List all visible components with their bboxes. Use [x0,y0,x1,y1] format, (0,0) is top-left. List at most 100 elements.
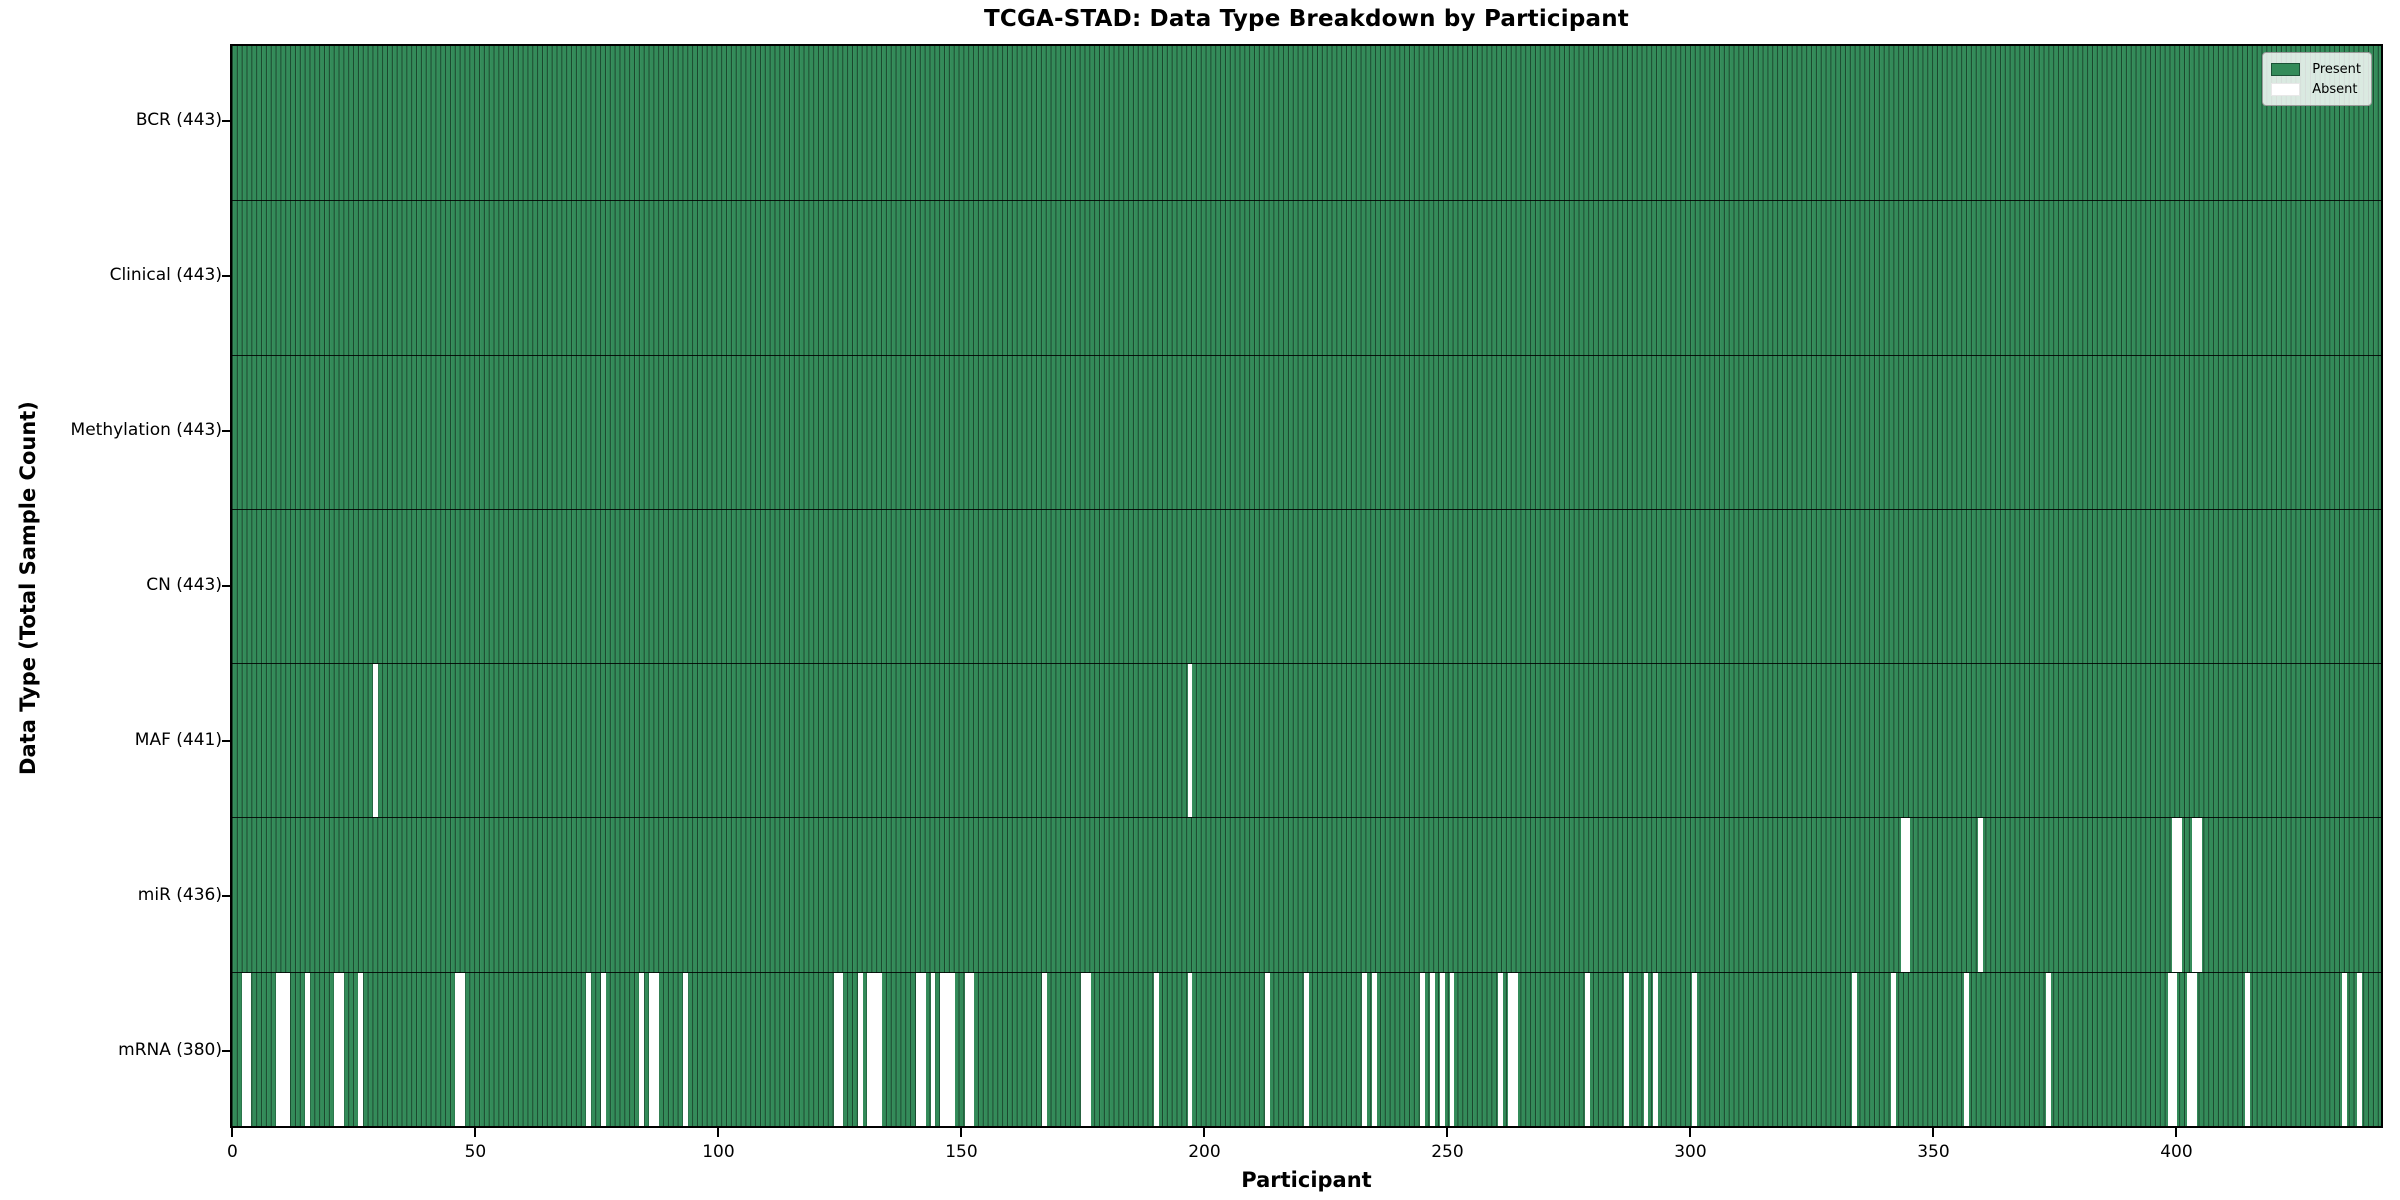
row-CN [232,508,2381,664]
legend-swatch-present [2271,62,2301,76]
absent-gap-mRNA-291 [1643,972,1649,1126]
absent-gap-mRNA-245 [1420,972,1426,1126]
absent-gap-mRNA-175 [1080,972,1086,1126]
y-tick-label-Methylation: Methylation (443) [70,420,222,441]
absent-gap-mRNA-26 [358,972,363,1126]
absent-gap-mRNA-11 [285,972,291,1126]
absent-gap-mRNA-235 [1371,972,1377,1126]
x-tick-mark [474,1128,477,1137]
absent-gap-mRNA-47 [459,972,465,1126]
absent-gap-mRNA-249 [1439,972,1445,1126]
x-tick-label-0: 0 [227,1142,238,1162]
x-tick-label-300: 300 [1674,1142,1707,1162]
absent-gap-mRNA-404 [2191,972,2197,1126]
absent-gap-mRNA-374 [2046,972,2052,1126]
absent-gap-mRNA-279 [1585,972,1591,1126]
absent-gap-mRNA-176 [1085,972,1091,1126]
absent-gap-mRNA-147 [945,972,950,1126]
absent-gap-mRNA-197 [1187,972,1193,1126]
x-tick-mark [2175,1128,2178,1137]
x-tick-label-50: 50 [464,1142,487,1162]
absent-gap-mRNA-3 [246,972,252,1126]
absent-gap-mRNA-342 [1891,972,1896,1126]
x-tick-mark [1689,1128,1692,1137]
x-tick-label-100: 100 [702,1142,735,1162]
absent-gap-mRNA-334 [1852,972,1858,1126]
absent-gap-MAF-29 [372,664,378,818]
absent-gap-miR-401 [2177,818,2183,972]
absent-gap-mRNA-251 [1449,972,1455,1126]
absent-gap-mRNA-415 [2245,972,2250,1126]
row-mRNA [232,971,2381,1126]
absent-gap-mRNA-261 [1498,972,1503,1126]
absent-gap-miR-400 [2172,818,2178,972]
absent-gap-mRNA-301 [1692,972,1697,1126]
y-tick-label-miR: miR (436) [137,884,222,905]
legend-swatch-absent [2271,82,2301,96]
absent-gap-miR-344 [1900,818,1906,972]
y-tick-mark [222,894,230,897]
absent-gap-mRNA-46 [455,972,460,1126]
legend: Present Absent [2262,52,2372,106]
y-tick-mark [222,739,230,742]
absent-gap-mRNA-124 [833,972,839,1126]
absent-gap-mRNA-167 [1042,972,1047,1126]
x-tick-mark [1203,1128,1206,1137]
absent-gap-mRNA-21 [333,972,339,1126]
x-axis-label: Participant [1241,1168,1372,1192]
absent-gap-mRNA-399 [2167,972,2173,1126]
chart-title: TCGA-STAD: Data Type Breakdown by Partic… [983,6,1629,32]
x-tick-label-200: 200 [1188,1142,1221,1162]
absent-gap-mRNA-287 [1624,972,1630,1126]
absent-gap-mRNA-87 [654,972,659,1126]
absent-gap-mRNA-86 [649,972,655,1126]
absent-gap-miR-405 [2196,818,2202,972]
absent-gap-mRNA-22 [338,972,344,1126]
absent-gap-mRNA-84 [639,972,645,1126]
y-tick-mark [222,430,230,433]
absent-gap-mRNA-233 [1362,972,1368,1126]
absent-gap-mRNA-10 [280,972,286,1126]
absent-gap-mRNA-152 [969,972,975,1126]
absent-gap-mRNA-125 [838,972,844,1126]
absent-gap-mRNA-142 [920,972,926,1126]
absent-gap-mRNA-131 [867,972,873,1126]
row-Methylation [232,354,2381,509]
y-tick-label-Clinical: Clinical (443) [109,265,222,286]
legend-label: Present [2312,61,2361,77]
row-MAF [232,663,2381,818]
x-tick-label-150: 150 [945,1142,978,1162]
absent-gap-mRNA-93 [683,972,688,1126]
row-BCR [232,46,2381,201]
legend-label: Absent [2312,81,2358,97]
absent-gap-miR-345 [1905,818,1911,972]
y-tick-label-CN: CN (443) [146,575,222,595]
absent-gap-mRNA-2 [241,972,247,1126]
absent-gap-mRNA-141 [915,972,921,1126]
absent-gap-mRNA-144 [930,972,936,1126]
absent-gap-miR-404 [2191,818,2197,972]
x-tick-mark [1932,1128,1935,1137]
row-Clinical [232,200,2381,355]
x-tick-label-250: 250 [1431,1142,1464,1162]
absent-gap-mRNA-190 [1153,972,1159,1126]
absent-gap-mRNA-15 [304,972,310,1126]
x-tick-mark [960,1128,963,1137]
absent-gap-mRNA-435 [2342,972,2348,1126]
x-tick-mark [231,1128,234,1137]
legend-item-absent: Absent [2271,79,2361,99]
absent-gap-mRNA-148 [949,972,955,1126]
absent-gap-mRNA-132 [872,972,878,1126]
absent-gap-mRNA-263 [1507,972,1513,1126]
x-tick-label-350: 350 [1917,1142,1950,1162]
absent-gap-miR-360 [1978,818,1984,972]
absent-gap-mRNA-438 [2356,972,2362,1126]
absent-gap-mRNA-400 [2172,972,2178,1126]
absent-gap-mRNA-221 [1304,972,1309,1126]
x-tick-label-400: 400 [2160,1142,2193,1162]
absent-gap-mRNA-129 [857,972,863,1126]
y-tick-mark [222,1049,230,1052]
absent-gap-mRNA-247 [1430,972,1436,1126]
y-tick-mark [222,275,230,278]
